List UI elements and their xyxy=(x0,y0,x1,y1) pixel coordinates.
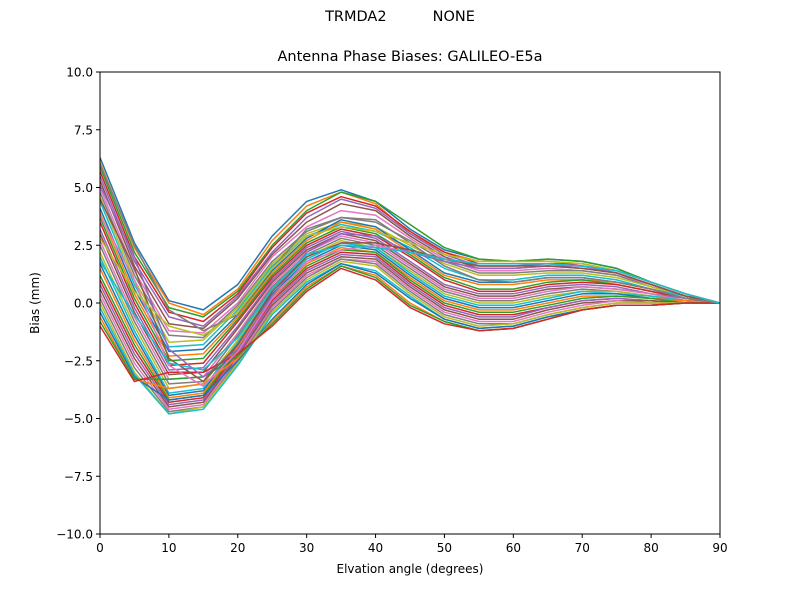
chart-title: Antenna Phase Biases: GALILEO-E5a xyxy=(277,49,543,65)
y-tick-label: 0.0 xyxy=(74,297,93,311)
y-tick-label: −5.0 xyxy=(64,412,93,426)
series-line xyxy=(100,260,720,415)
y-tick-label: 2.5 xyxy=(74,239,93,253)
x-tick-label: 20 xyxy=(230,541,245,555)
series-line xyxy=(100,196,720,344)
series-line xyxy=(100,244,720,371)
y-tick-label: 10.0 xyxy=(66,66,93,80)
y-tick-label: 5.0 xyxy=(74,181,93,195)
series-line xyxy=(100,267,720,383)
figure-suptitle: TRMDA2 NONE xyxy=(325,9,475,25)
x-tick-label: 10 xyxy=(161,541,176,555)
y-axis-ticks: −10.0 −7.5 −5.0 −2.5 0.0 2.5 5.0 7.5 10.0 xyxy=(56,66,100,542)
x-tick-label: 40 xyxy=(368,541,383,555)
series-line xyxy=(100,253,720,406)
series-lines xyxy=(100,157,720,415)
x-tick-label: 70 xyxy=(575,541,590,555)
x-tick-label: 80 xyxy=(643,541,658,555)
x-tick-label: 30 xyxy=(299,541,314,555)
series-line xyxy=(100,166,720,318)
y-tick-label: 7.5 xyxy=(74,123,93,137)
series-line xyxy=(100,228,720,371)
series-line xyxy=(100,221,720,367)
y-tick-label: −10.0 xyxy=(56,528,93,542)
series-line xyxy=(100,198,720,383)
y-tick-label: −7.5 xyxy=(64,470,93,484)
series-line xyxy=(100,201,720,348)
series-line xyxy=(100,258,720,411)
series-line xyxy=(100,191,720,339)
x-tick-label: 50 xyxy=(437,541,452,555)
x-tick-label: 60 xyxy=(506,541,521,555)
x-tick-label: 90 xyxy=(712,541,727,555)
y-tick-label: −2.5 xyxy=(64,354,93,368)
x-tick-label: 0 xyxy=(96,541,104,555)
x-axis-ticks: 0 10 20 30 40 50 60 70 80 90 xyxy=(96,534,728,555)
x-axis-label: Elvation angle (degrees) xyxy=(336,562,484,576)
series-line xyxy=(100,244,720,397)
